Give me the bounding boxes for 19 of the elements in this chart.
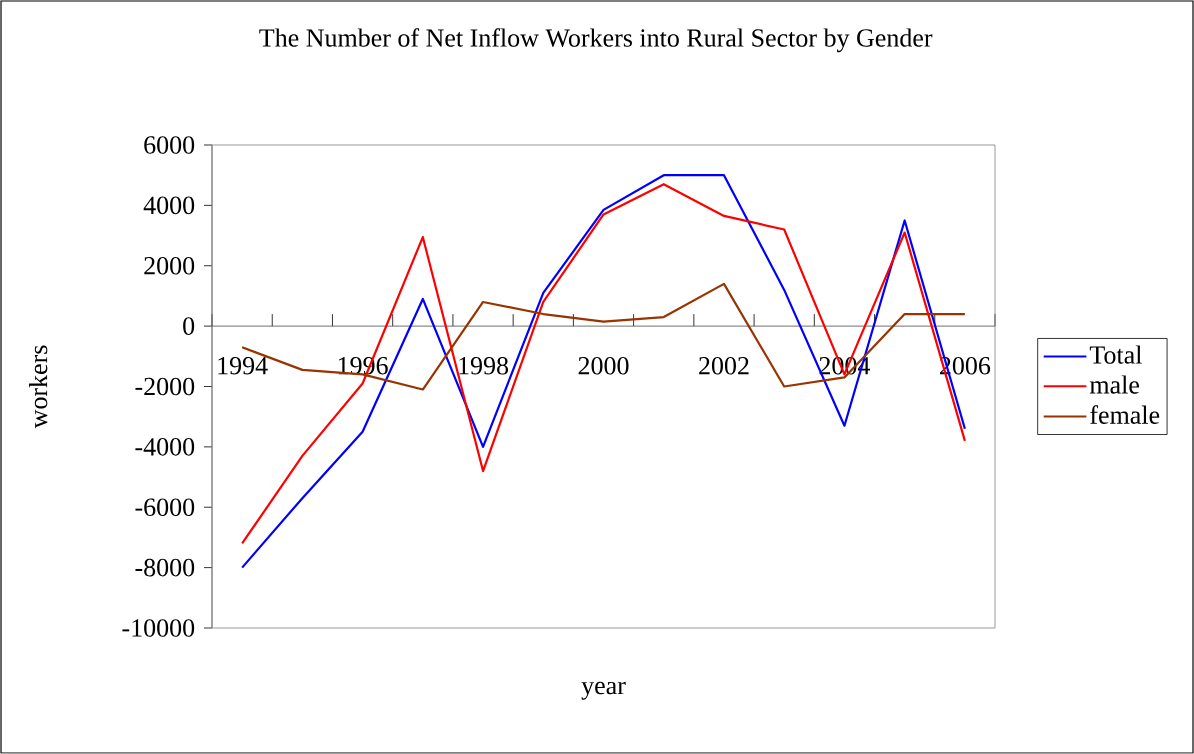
- x-tick-label: 1994: [218, 356, 268, 375]
- x-axis-title: year: [581, 681, 626, 700]
- y-tick-label: 2000: [144, 256, 195, 275]
- y-tick-label: -2000: [135, 377, 195, 396]
- y-tick-label: 6000: [144, 136, 195, 154]
- legend-label: Total: [1089, 345, 1142, 364]
- legend-label: male: [1089, 375, 1139, 394]
- y-tick-label: -8000: [135, 558, 195, 577]
- y-tick-label: -6000: [135, 498, 195, 517]
- y-tick-label: 4000: [143, 196, 195, 215]
- y-tick-label: -10000: [122, 619, 195, 637]
- x-tick-label: 2002: [699, 356, 749, 375]
- legend-label: female: [1090, 405, 1160, 424]
- y-tick-label: 0: [183, 317, 195, 335]
- y-axis-title: workers: [29, 345, 48, 429]
- y-tick-label: -4000: [135, 438, 195, 456]
- x-tick-label: 2000: [578, 356, 629, 375]
- chart-title: The Number of Net Inflow Workers into Rural Sector by Gender: [259, 28, 933, 53]
- x-tick-label: 1998: [459, 356, 509, 375]
